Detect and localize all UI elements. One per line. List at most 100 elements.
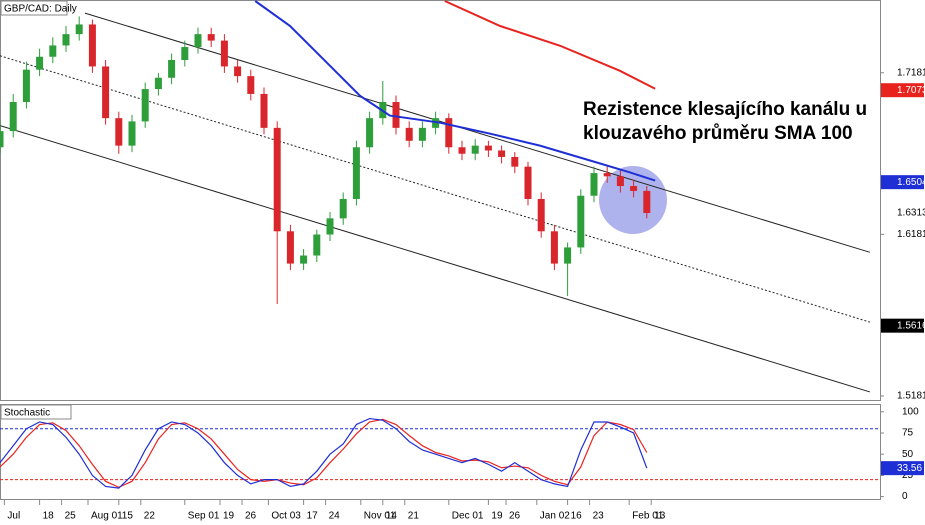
x-tick-label: 19 [491, 511, 503, 522]
y-tick-label: 0 [902, 491, 908, 502]
stoch-line [0, 418, 648, 488]
candle-body [273, 127, 281, 232]
candle-body [102, 66, 110, 119]
x-tick-label: 14 [386, 511, 398, 522]
y-tick-label: 25 [902, 470, 914, 481]
price-label-box [881, 318, 924, 333]
highlight-circle [599, 166, 667, 234]
annotation: klouzavého průměru SMA 100 [583, 123, 853, 144]
candle-body [418, 127, 426, 141]
candle-body [220, 40, 228, 67]
candle-body [352, 147, 360, 199]
stoch-title-box [0, 404, 72, 420]
candle-body [115, 118, 123, 146]
x-tick-label: 16 [571, 511, 583, 522]
stoch-line [0, 417, 648, 489]
candle-body [247, 76, 255, 94]
x-tick-label: 18 [43, 511, 55, 522]
price-label: 1.7073 [897, 85, 925, 96]
x-tick-label: 17 [307, 511, 319, 522]
channel-line [0, 125, 871, 393]
x-tick-label: 23 [593, 511, 605, 522]
x-tick-label: Nov 01 [364, 511, 396, 522]
x-tick-label: Jan 02 [540, 511, 570, 522]
channel-line [0, 55, 871, 323]
candle-body [484, 145, 492, 151]
candle-body [498, 150, 506, 157]
value-label: 33.56 [897, 463, 922, 474]
x-tick-label: Feb 01 [632, 511, 664, 522]
candle-body [168, 59, 176, 78]
x-tick-label: 26 [509, 511, 521, 522]
candle-body [154, 77, 162, 90]
candle-body [286, 231, 294, 264]
candle-body [630, 186, 638, 191]
price-label-box [881, 206, 924, 221]
y-tick-label: 100 [902, 406, 919, 417]
candle-body [49, 45, 57, 57]
candle-body [9, 102, 17, 132]
x-tick-label: 19 [223, 511, 235, 522]
y-tick-label: 1.7181 [897, 67, 925, 78]
y-tick-label: 1.6181 [897, 229, 925, 240]
candle-body [524, 166, 532, 199]
candle-body [392, 102, 400, 128]
candle-body [511, 156, 519, 167]
candle-body [128, 121, 136, 146]
x-tick-label: 15 [122, 511, 134, 522]
title-box [0, 0, 68, 16]
candle-body [313, 234, 321, 256]
candle-body [577, 195, 585, 248]
chart-title: GBP/CAD: Daily [4, 4, 77, 15]
x-tick-label: 21 [408, 511, 420, 522]
x-tick-label: Dec 01 [452, 511, 484, 522]
candle-body [339, 198, 347, 219]
candle-body [181, 47, 189, 60]
y-tick-label: 75 [902, 428, 914, 439]
candle-body [366, 118, 374, 148]
y-tick-label: 1.5181 [897, 391, 925, 402]
y-tick-label: 50 [902, 449, 914, 460]
candle-body [616, 176, 624, 187]
candle-body [550, 231, 558, 264]
annotation: Rezistence klesajícího kanálu u [583, 99, 867, 120]
x-tick-label: 24 [329, 511, 341, 522]
value-label-box [881, 461, 924, 476]
candle-body [445, 118, 453, 148]
price-pane [0, 0, 881, 401]
price-label: 1.6504 [897, 177, 925, 188]
candle-body [590, 173, 598, 196]
x-tick-label: Oct 03 [271, 511, 301, 522]
x-tick-label: 13 [654, 511, 666, 522]
candle-body [62, 34, 70, 46]
candle-body [471, 145, 479, 154]
candle-body [141, 89, 149, 122]
price-label: 1.6313 [897, 208, 925, 219]
candle-body [260, 93, 268, 128]
channel-line [84, 12, 871, 253]
candle-body [603, 173, 611, 177]
candle-body [300, 255, 308, 264]
x-tick-label: 22 [144, 511, 156, 522]
candle-body [88, 24, 96, 67]
candle-body [405, 127, 413, 141]
x-tick-label: Sep 01 [188, 511, 220, 522]
stoch-title: Stochastic [4, 408, 50, 419]
sma-line [444, 0, 656, 90]
candle-body [194, 34, 202, 48]
x-tick-label: 26 [245, 511, 257, 522]
price-label: 1.5616 [897, 320, 925, 331]
price-label-box [881, 175, 924, 190]
candle-body [75, 24, 83, 35]
candle-body [564, 247, 572, 264]
candle-body [643, 190, 651, 214]
sma-line [254, 0, 656, 182]
stoch-pane [0, 404, 881, 500]
x-tick-label: Jul [7, 511, 20, 522]
candle-body [0, 131, 4, 148]
candle-body [36, 56, 44, 70]
price-label-box [881, 83, 924, 98]
candle-body [234, 66, 242, 77]
candle-body [207, 34, 215, 41]
